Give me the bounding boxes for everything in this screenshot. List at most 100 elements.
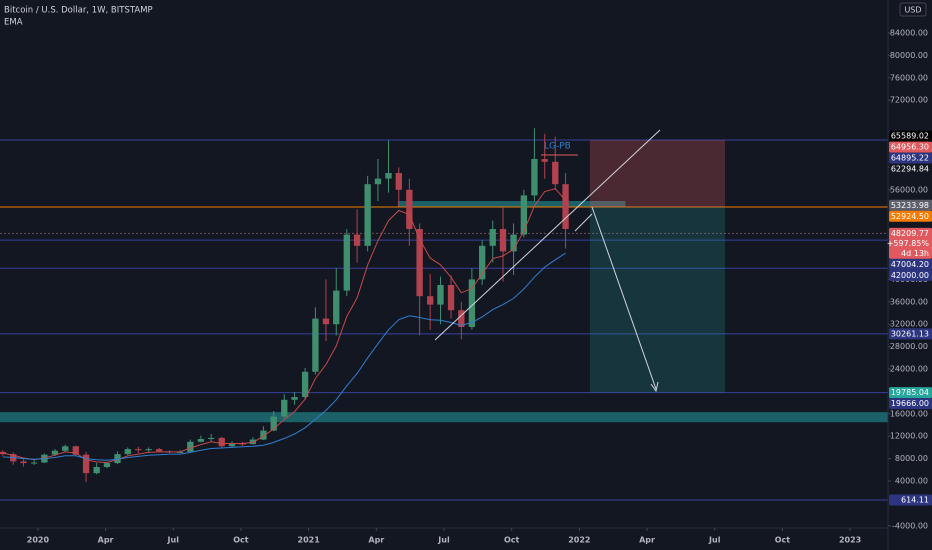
price-axis: -4000.00 4000.00 8000.00 12000.00 16000.00 24… [27, 29, 932, 545]
candle-body [510, 234, 517, 252]
x-tick-label: Apr [639, 536, 655, 545]
indicator-label: EMA [4, 18, 23, 28]
y-tick-label: 80000.00 [890, 51, 928, 60]
x-tick-label: Apr [368, 536, 384, 545]
price-tag-label: 48209.77 [891, 229, 929, 238]
candle-body [197, 438, 205, 442]
x-tick-label: 2022 [568, 536, 590, 545]
candle-body [51, 450, 59, 455]
y-tick-label: 28000.00 [890, 342, 928, 351]
price-tag-label: 64895.22 [891, 154, 929, 163]
zone [0, 412, 888, 423]
candle-body [458, 310, 465, 327]
candle-body [260, 430, 267, 440]
price-tag-label: 19785.04 [891, 388, 929, 397]
candle-body [541, 159, 548, 162]
x-tick-label: Oct [504, 536, 520, 545]
candle-body [333, 290, 340, 325]
price-tag [889, 328, 932, 340]
candle-body [353, 234, 361, 246]
candle-body [82, 454, 90, 474]
candle-body [291, 396, 298, 400]
x-tick-label: Oct [775, 536, 791, 545]
candle-body [228, 443, 236, 447]
y-tick-label: 72000.00 [890, 96, 928, 105]
candle-body [416, 229, 423, 297]
candle-body [124, 449, 131, 455]
price-tag [889, 398, 932, 410]
candle-body [156, 449, 163, 452]
plot-area [0, 128, 888, 501]
y-tick-label: 8000.00 [895, 454, 928, 463]
x-tick-label: 2020 [27, 536, 50, 545]
annotation: LG-PB [544, 142, 571, 152]
candle-body [479, 245, 486, 280]
x-tick-label: Oct [233, 536, 249, 545]
candle-body [468, 279, 476, 327]
price-tag-label: 64956.30 [891, 143, 929, 152]
candle-body [93, 466, 100, 474]
candle-body [145, 449, 152, 451]
candle-body [281, 399, 288, 417]
candle-body [312, 318, 319, 372]
price-tag-label: 53233.98 [891, 201, 929, 210]
price-tag [889, 199, 932, 211]
y-tick-label: 12000.00 [890, 432, 928, 441]
candle-body [270, 416, 277, 431]
candle-body [301, 371, 309, 397]
y-tick-label: 56000.00 [890, 185, 928, 194]
candle-body [364, 184, 371, 246]
price-tag-label: 52924.50 [891, 212, 929, 221]
candle-body [406, 189, 413, 230]
candle-body [322, 318, 330, 325]
y-tick-label: 16000.00 [890, 409, 928, 418]
price-tag-extra: +597.85% [887, 239, 930, 248]
candle-body [520, 195, 528, 235]
candle-body [20, 461, 27, 464]
x-tick-label: Apr [98, 536, 114, 545]
price-tag-label: 47004.20 [891, 260, 929, 269]
ema-line [2, 252, 566, 461]
symbol-title: Bitcoin / U.S. Dollar, 1W, BITSTAMP [4, 6, 153, 16]
currency[interactable]: USD [904, 6, 921, 15]
y-tick-label: 24000.00 [890, 364, 928, 373]
zone [397, 201, 626, 208]
candle-body [249, 439, 257, 445]
candle-body [447, 284, 455, 311]
y-tick-label: -4000.00 [892, 521, 928, 530]
candle-body [437, 284, 444, 305]
price-tag-label: 62294.84 [891, 165, 929, 174]
candle-body [62, 446, 69, 451]
price-tag [889, 130, 932, 142]
candle-body [374, 178, 382, 185]
position-target [589, 207, 726, 393]
x-tick-label: Jul [437, 536, 450, 545]
y-tick-label: 32000.00 [890, 320, 928, 329]
candle-body [499, 229, 507, 252]
candle-body [135, 449, 142, 451]
ema-line [2, 188, 566, 464]
price-tag-label: 42000.00 [891, 271, 929, 280]
x-tick-label: Jul [708, 536, 721, 545]
price-tag-extra: 4d 13h [901, 249, 929, 258]
price-tag [889, 227, 932, 259]
arrow-head [650, 381, 659, 393]
price-tag [889, 269, 932, 281]
x-tick-label: 2021 [298, 536, 321, 545]
price-tag [889, 141, 932, 153]
price-tag [889, 387, 932, 399]
candle-body [385, 173, 392, 179]
trend-line [434, 129, 661, 341]
candle-body [30, 462, 38, 464]
price-tag-label: 614.11 [901, 495, 929, 504]
currency-box[interactable] [899, 2, 927, 17]
candle-body [531, 159, 538, 196]
price-tag [889, 210, 932, 222]
price-tag-label: 65589.02 [891, 132, 929, 141]
x-tick-label: 2023 [839, 536, 861, 545]
candle-body [343, 234, 350, 291]
candle-body [562, 184, 569, 230]
